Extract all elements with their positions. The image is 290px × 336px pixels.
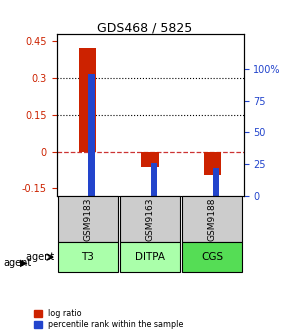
Text: agent: agent [3, 258, 31, 268]
Bar [213, 168, 219, 196]
FancyBboxPatch shape [120, 196, 180, 242]
FancyBboxPatch shape [120, 242, 180, 272]
Text: GDS468 / 5825: GDS468 / 5825 [97, 22, 193, 35]
Bar [88, 74, 95, 196]
FancyBboxPatch shape [58, 196, 118, 242]
Text: ▶: ▶ [20, 258, 27, 268]
Text: GSM9183: GSM9183 [83, 197, 92, 241]
Text: GSM9163: GSM9163 [146, 197, 155, 241]
FancyBboxPatch shape [58, 242, 118, 272]
Bar [151, 163, 157, 196]
Bar [141, 152, 159, 167]
Text: GSM9188: GSM9188 [208, 197, 217, 241]
FancyBboxPatch shape [182, 196, 242, 242]
Text: CGS: CGS [201, 252, 224, 262]
Bar [204, 152, 221, 175]
Text: T3: T3 [81, 252, 94, 262]
Bar [79, 48, 97, 152]
FancyBboxPatch shape [182, 242, 242, 272]
Legend: log ratio, percentile rank within the sample: log ratio, percentile rank within the sa… [33, 309, 184, 330]
Text: DITPA: DITPA [135, 252, 165, 262]
Text: agent: agent [26, 252, 57, 262]
